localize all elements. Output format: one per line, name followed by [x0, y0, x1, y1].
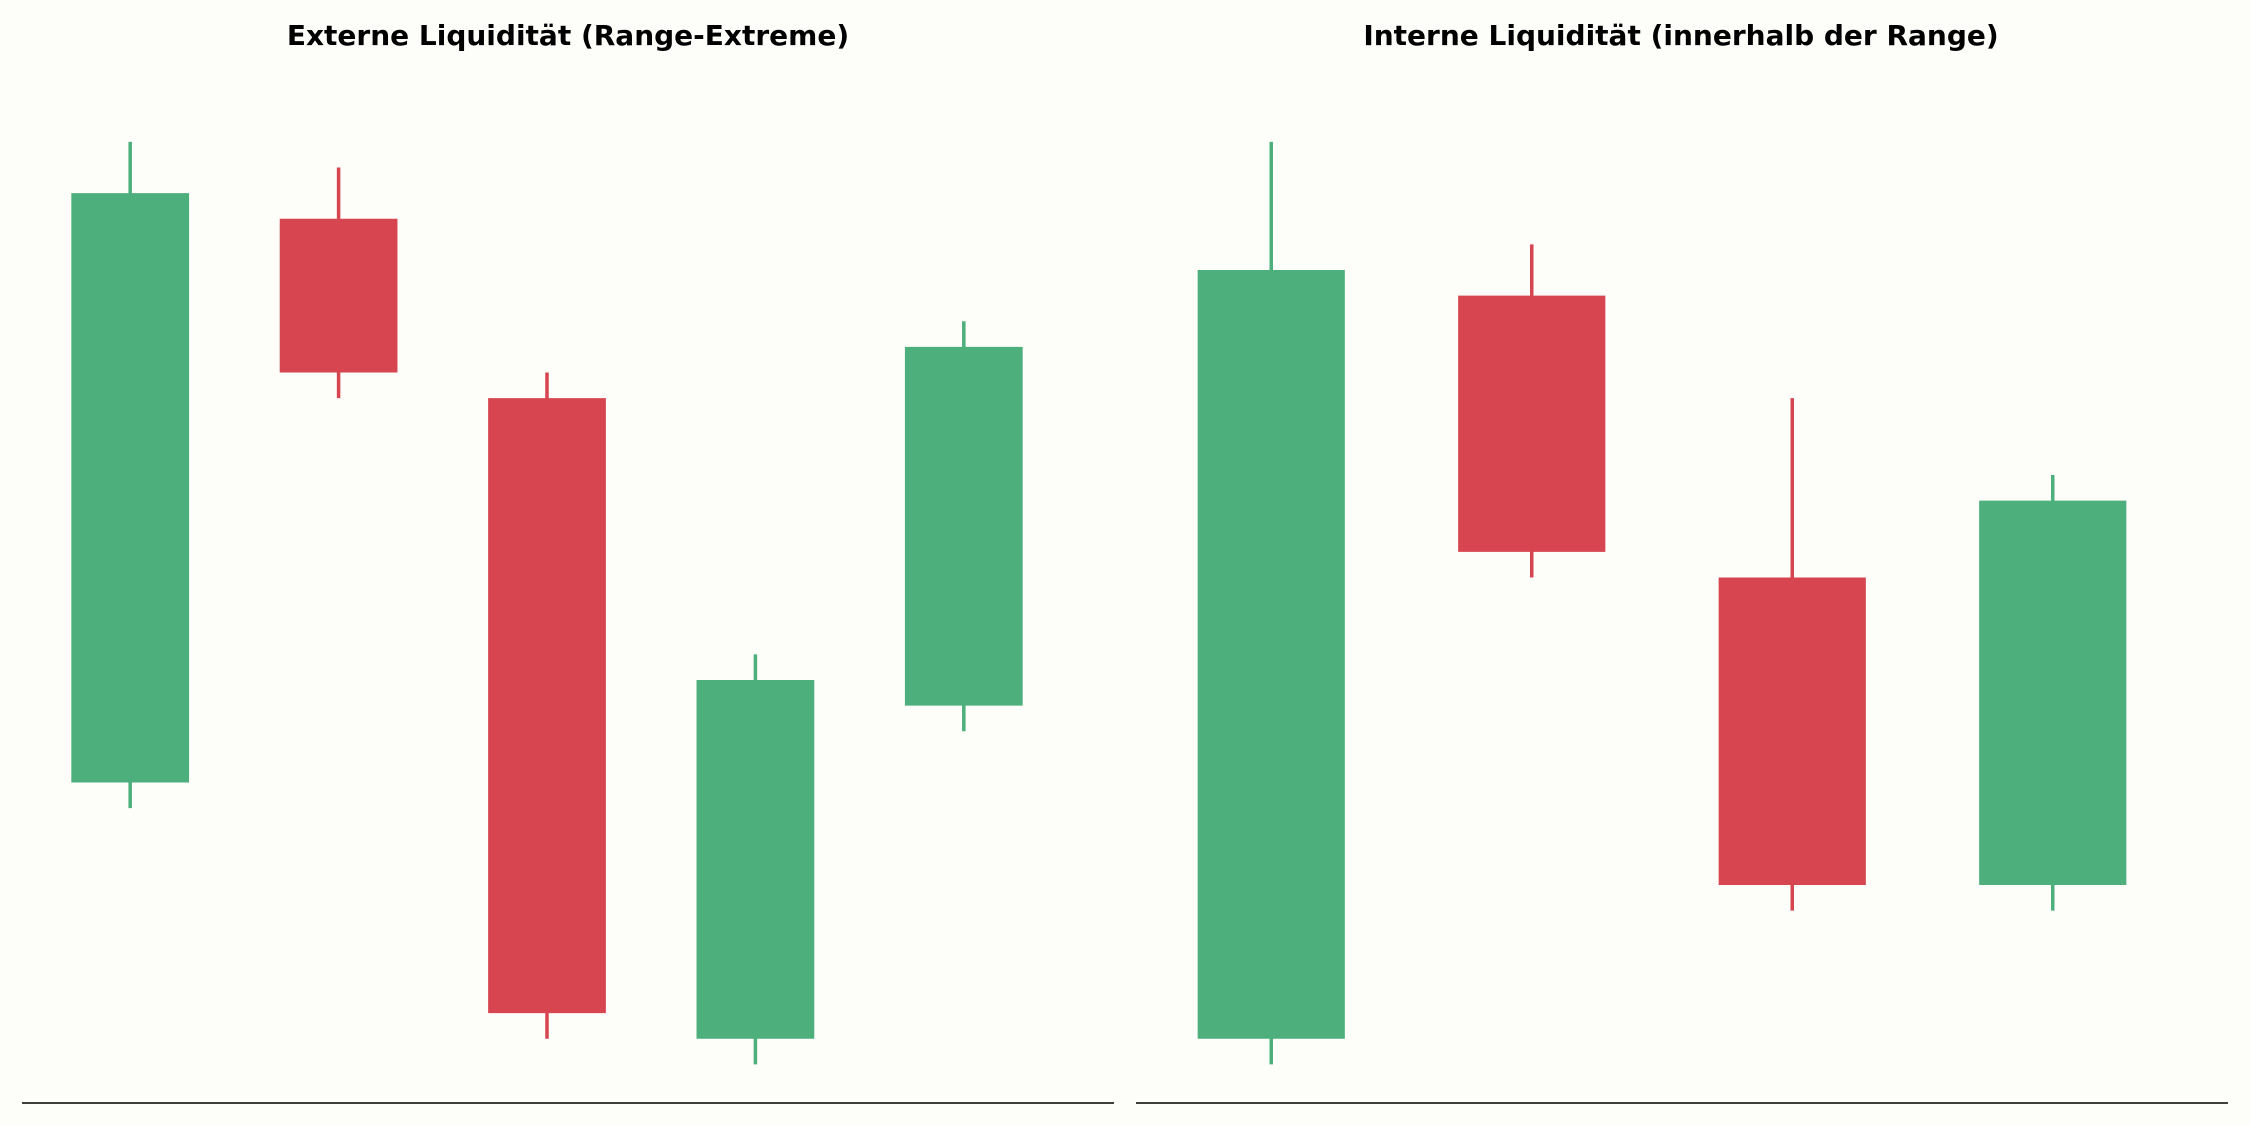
panel-title-internal: Interne Liquidität (innerhalb der Range) — [1363, 19, 1998, 52]
candle-body-bearish — [279, 218, 398, 373]
candle-body-bullish — [71, 193, 190, 783]
candles-internal — [1197, 141, 2127, 1065]
panel-title-external: Externe Liquidität (Range-Extreme) — [287, 19, 849, 52]
panel-internal-liquidity: Interne Liquidität (innerhalb der Range) — [1136, 19, 2228, 1104]
candle-body-bullish — [904, 346, 1023, 706]
panel-external-liquidity: Externe Liquidität (Range-Extreme) — [22, 19, 1114, 1104]
candle-body-bearish — [488, 398, 606, 1014]
candle-body-bullish — [1197, 270, 1345, 1039]
candle-body-bearish — [1458, 295, 1606, 552]
candle-body-bullish — [1979, 500, 2127, 885]
candle-body-bearish — [1718, 577, 1866, 885]
candles-external — [71, 141, 1023, 1065]
candle-body-bullish — [696, 680, 815, 1039]
